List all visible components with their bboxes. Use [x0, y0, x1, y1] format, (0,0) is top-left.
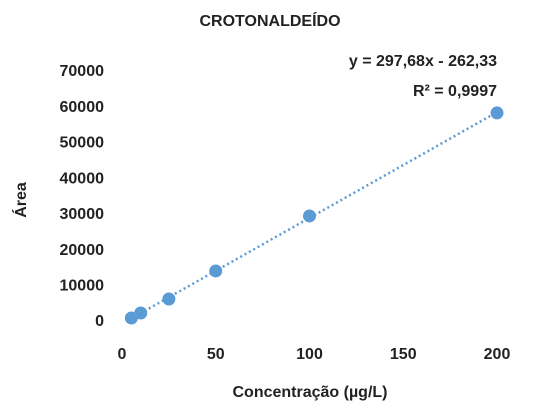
y-tick-label: 50000: [60, 135, 105, 152]
y-axis-label: Área: [11, 182, 30, 218]
y-tick-label: 30000: [60, 206, 105, 223]
x-tick-label: 50: [207, 346, 225, 363]
data-point: [162, 292, 176, 306]
y-tick-label: 10000: [60, 278, 105, 295]
y-tick-label: 40000: [60, 170, 105, 187]
x-tick-label: 100: [296, 346, 323, 363]
chart-title: CROTONALDEÍDO: [199, 11, 340, 30]
r-squared: R² = 0,9997: [413, 83, 497, 100]
data-point: [303, 209, 316, 223]
x-tick-label: 0: [118, 346, 127, 363]
y-tick-label: 20000: [60, 242, 105, 259]
y-tick-label: 60000: [60, 99, 105, 116]
y-tick-label: 70000: [60, 63, 105, 80]
y-tick-label: 0: [95, 313, 104, 330]
data-point: [134, 306, 148, 320]
equation: y = 297,68x - 262,33: [349, 53, 497, 70]
data-point: [209, 264, 223, 278]
x-axis-label: Concentração (µg/L): [232, 384, 387, 401]
data-point: [490, 106, 504, 120]
x-tick-label: 150: [390, 346, 417, 363]
x-tick-label: 200: [484, 346, 511, 363]
